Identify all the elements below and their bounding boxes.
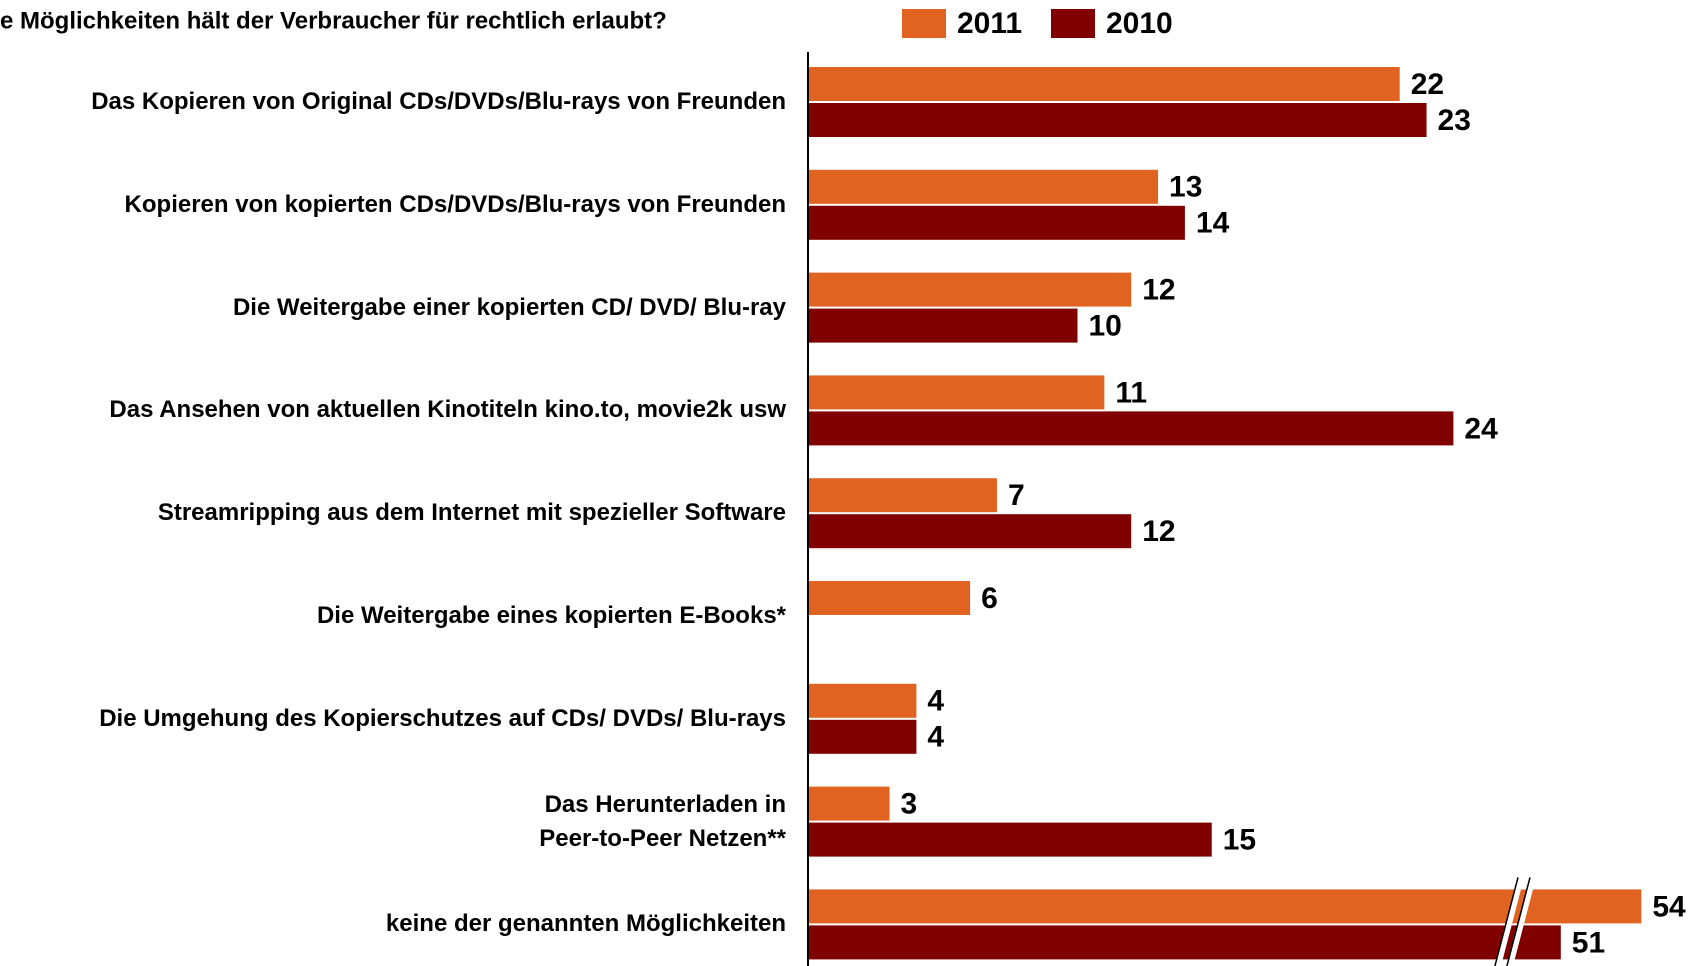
axis-break [1494, 876, 1524, 966]
category-label: Die Weitergabe einer kopierten CD/ DVD/ … [232, 293, 786, 321]
value-label: 7 [1008, 479, 1025, 512]
category-label: keine der genannten Möglichkeiten [385, 910, 786, 938]
legend-swatch [1051, 9, 1095, 38]
axis-break-edge [1494, 877, 1519, 966]
bar [809, 308, 1078, 343]
bar [809, 205, 1185, 240]
bar [809, 478, 997, 513]
legend-label: 2010 [1106, 7, 1173, 40]
value-label: 3 [901, 788, 918, 821]
legend-swatch [902, 9, 946, 38]
value-label: 4 [927, 721, 944, 754]
value-label: 12 [1142, 515, 1175, 548]
value-label: 51 [1572, 926, 1605, 959]
category-label: Das Herunterladen in Peer-to-Peer Netzen… [539, 790, 786, 852]
category-label: Das Ansehen von aktuellen Kinotiteln kin… [109, 396, 786, 424]
value-label: 22 [1411, 68, 1444, 101]
bar [809, 411, 1454, 446]
bar [809, 889, 1642, 924]
bar [809, 375, 1105, 410]
category-label: Streamripping aus dem Internet mit spezi… [157, 499, 786, 527]
category-label: Die Umgehung des Kopierschutzes auf CDs/… [99, 704, 786, 732]
value-label: 10 [1089, 310, 1122, 343]
category-label: Das Kopieren von Original CDs/DVDs/Blu-r… [91, 88, 786, 115]
value-label: 12 [1142, 274, 1175, 307]
value-label: 14 [1196, 207, 1230, 240]
bar [809, 719, 917, 754]
bar [809, 169, 1159, 204]
bar [809, 514, 1132, 549]
axis-break [1506, 876, 1536, 966]
value-label: 24 [1464, 412, 1498, 445]
chart-title: e Möglichkeiten hält der Verbraucher für… [0, 7, 667, 34]
legend-label: 2011 [957, 7, 1022, 40]
value-label: 11 [1115, 376, 1147, 409]
value-label: 15 [1223, 824, 1256, 857]
bar [809, 683, 917, 718]
value-label: 4 [927, 685, 944, 718]
bar [809, 786, 890, 821]
bar [809, 103, 1427, 137]
value-label: 23 [1438, 104, 1471, 137]
category-label: Die Weitergabe eines kopierten E-Books* [316, 602, 786, 629]
axis-break-edge [1506, 877, 1531, 966]
bar [809, 925, 1561, 960]
value-label: 13 [1169, 171, 1202, 204]
bar [809, 822, 1212, 857]
bar [809, 272, 1132, 307]
bar [809, 67, 1400, 101]
category-label: Kopieren von kopierten CDs/DVDs/Blu-rays… [124, 190, 786, 218]
value-label: 54 [1652, 890, 1686, 923]
bar [809, 581, 971, 615]
value-label: 6 [981, 582, 998, 615]
